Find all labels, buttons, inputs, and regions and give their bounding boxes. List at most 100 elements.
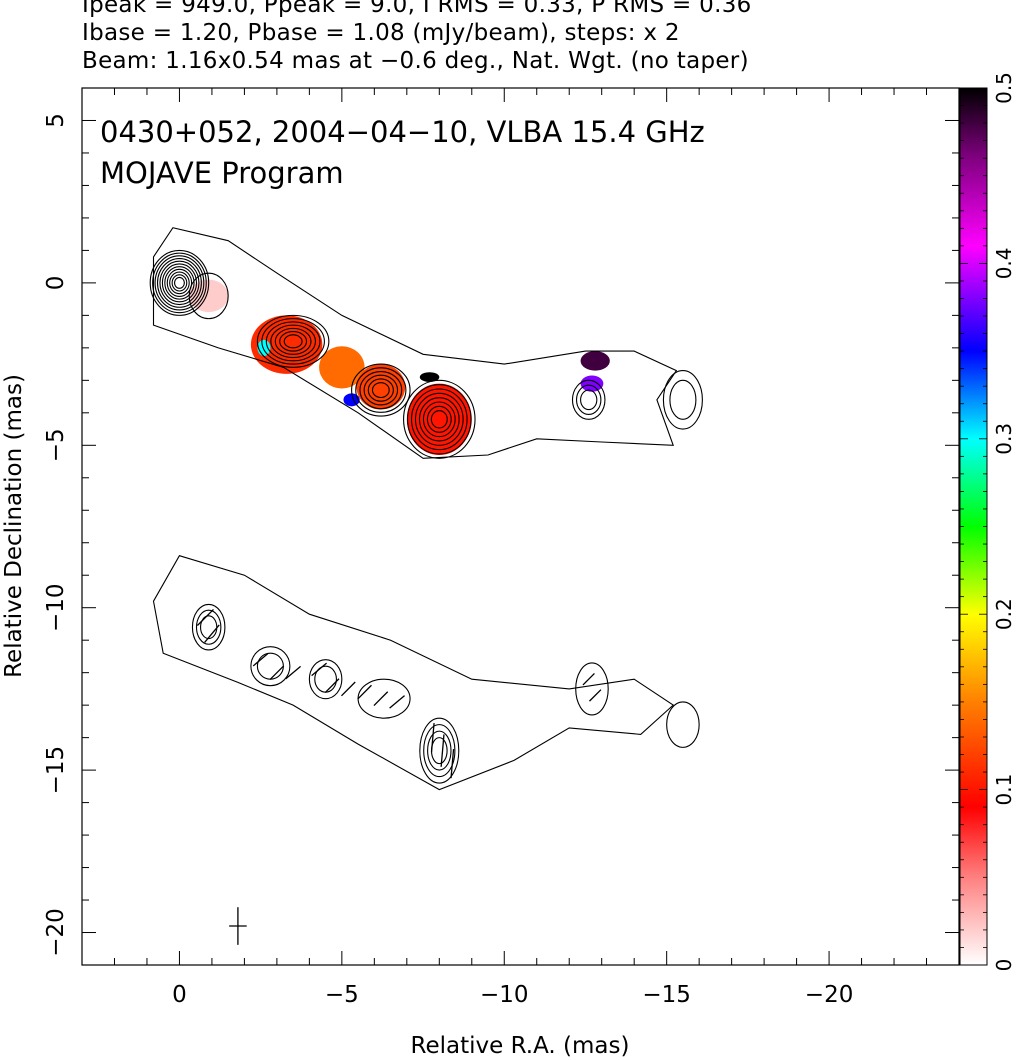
contour-ring bbox=[422, 401, 456, 438]
evpa-stick bbox=[389, 695, 405, 709]
contour-ring bbox=[270, 324, 317, 359]
contour-ring bbox=[666, 701, 700, 748]
x-tick-label: −10 bbox=[480, 982, 529, 1008]
contour-ring bbox=[359, 370, 403, 410]
contour-ring bbox=[418, 397, 460, 442]
contour-ring bbox=[357, 678, 411, 719]
contour-ring bbox=[156, 257, 202, 308]
contour-ring bbox=[169, 271, 190, 295]
y-tick-label: −5 bbox=[43, 428, 69, 462]
evpa-stick-layer bbox=[196, 608, 602, 779]
contour-ring bbox=[419, 717, 460, 784]
evpa-stick bbox=[285, 665, 302, 680]
evpa-stick bbox=[196, 608, 214, 626]
colorbar-tick-label: 0.2 bbox=[992, 598, 1016, 630]
contour-ring bbox=[166, 268, 193, 297]
contour-ring bbox=[159, 260, 200, 306]
y-tick-label: 0 bbox=[43, 276, 69, 291]
contour-ring bbox=[403, 379, 476, 459]
contour-ring bbox=[371, 382, 390, 399]
contour-ring bbox=[188, 272, 229, 320]
colorbar-tick-label: 0 bbox=[992, 959, 1016, 972]
lower-jet-envelope bbox=[152, 555, 675, 791]
contour-ring bbox=[414, 392, 464, 446]
contour-ring bbox=[351, 363, 411, 417]
contour-ring bbox=[669, 379, 697, 420]
contour-ring bbox=[426, 405, 452, 433]
x-tick-label: −20 bbox=[805, 982, 854, 1008]
contour-ring bbox=[274, 327, 312, 355]
evpa-stick bbox=[311, 662, 327, 677]
contour-ring bbox=[261, 318, 325, 365]
y-tick-label: −15 bbox=[43, 746, 69, 795]
contour-ring bbox=[430, 410, 448, 429]
contour-ring bbox=[256, 314, 330, 368]
contour-ring bbox=[171, 274, 188, 292]
contour-ring bbox=[427, 730, 452, 771]
evpa-stick bbox=[450, 748, 455, 779]
contour-ring bbox=[580, 389, 598, 411]
contour-ring bbox=[430, 737, 448, 765]
contour-layer bbox=[149, 227, 703, 791]
x-tick-label: −5 bbox=[325, 982, 359, 1008]
colorbar-ticks: 0 0.1 0.2 0.3 0.4 0.5 bbox=[960, 72, 1016, 971]
evpa-stick bbox=[430, 723, 435, 753]
y-tick-label: 5 bbox=[43, 113, 69, 128]
contour-ring bbox=[406, 384, 472, 455]
header-line-2: Ibase = 1.20, Pbase = 1.08 (mJy/beam), s… bbox=[82, 20, 680, 46]
beam-marker bbox=[229, 907, 247, 945]
contour-ring bbox=[256, 652, 284, 680]
x-tick-label: −15 bbox=[642, 982, 691, 1008]
plot-title-line-2: MOJAVE Program bbox=[100, 156, 344, 190]
plot-title-line-1: 0430+052, 2004−04−10, VLBA 15.4 GHz bbox=[100, 115, 705, 149]
evpa-stick bbox=[252, 652, 269, 667]
contour-ring bbox=[174, 276, 185, 289]
evpa-stick bbox=[357, 684, 372, 700]
pol-patch bbox=[406, 383, 472, 456]
pol-patch bbox=[319, 346, 365, 389]
contour-ring bbox=[283, 334, 303, 349]
contour-ring bbox=[575, 662, 609, 716]
colorbar-tick-label: 0.5 bbox=[992, 72, 1016, 104]
contour-ring bbox=[367, 378, 394, 402]
contour-ring bbox=[423, 724, 456, 778]
evpa-stick bbox=[589, 689, 602, 702]
colorbar-tick-label: 0.4 bbox=[992, 247, 1016, 279]
pol-patch bbox=[257, 339, 271, 356]
polarization-fill-layer bbox=[189, 279, 610, 456]
x-tick-label: 0 bbox=[172, 982, 187, 1008]
plot-frame bbox=[81, 87, 960, 966]
header-line-3: Beam: 1.16x0.54 mas at −0.6 deg., Nat. W… bbox=[82, 48, 749, 74]
y-tick-label: −10 bbox=[43, 583, 69, 632]
colorbar bbox=[959, 87, 988, 966]
x-axis-label: Relative R.A. (mas) bbox=[411, 1033, 630, 1059]
evpa-stick bbox=[340, 681, 356, 697]
upper-jet-envelope bbox=[152, 227, 678, 459]
contour-ring bbox=[279, 331, 308, 352]
contour-ring bbox=[410, 388, 468, 451]
axis-ticks bbox=[82, 88, 959, 965]
contour-ring bbox=[355, 367, 407, 413]
contour-ring bbox=[363, 374, 399, 406]
y-axis-label: Relative Declination (mas) bbox=[1, 374, 27, 678]
contour-ring bbox=[161, 263, 198, 303]
contour-ring bbox=[149, 249, 210, 316]
pol-patch bbox=[580, 351, 610, 371]
contour-ring bbox=[662, 370, 703, 430]
evpa-stick bbox=[324, 678, 340, 694]
contour-ring bbox=[575, 384, 602, 415]
contour-ring bbox=[164, 266, 195, 300]
pol-patch bbox=[580, 375, 604, 392]
contour-ring bbox=[191, 603, 226, 651]
colorbar-tick-label: 0.3 bbox=[992, 423, 1016, 455]
evpa-stick bbox=[440, 734, 445, 767]
y-tick-label: −20 bbox=[43, 908, 69, 957]
header-line-1: Ipeak = 949.0, Ppeak = 9.0, I RMS = 0.33… bbox=[82, 0, 752, 18]
contour-ring bbox=[308, 659, 343, 700]
pol-patch bbox=[419, 372, 440, 382]
contour-ring bbox=[571, 379, 606, 420]
evpa-stick bbox=[582, 672, 595, 686]
contour-ring bbox=[250, 646, 291, 687]
evpa-stick bbox=[373, 691, 389, 707]
